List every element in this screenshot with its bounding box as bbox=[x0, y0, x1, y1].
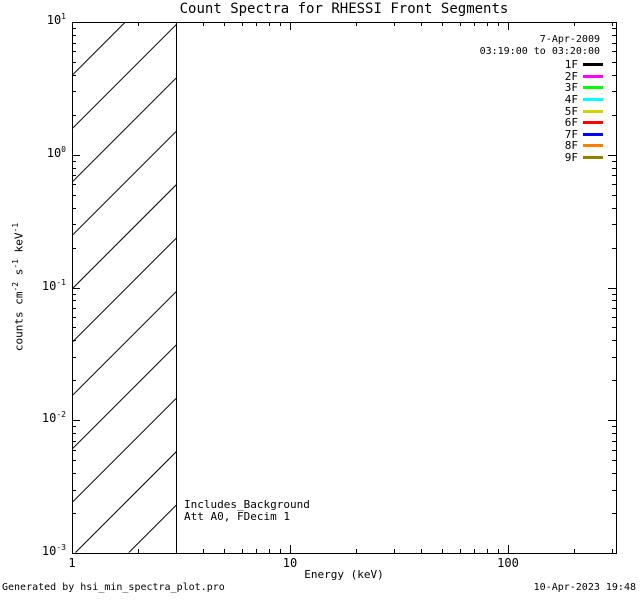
legend-swatch bbox=[583, 74, 603, 78]
legend-swatch bbox=[583, 156, 603, 160]
legend-swatch bbox=[583, 144, 603, 148]
legend-entry-label: 4F bbox=[564, 93, 578, 107]
annotation-line-1: Includes_Background bbox=[184, 498, 310, 511]
legend-entry-label: 5F bbox=[564, 104, 578, 118]
legend-swatch bbox=[583, 109, 603, 113]
x-tick-label: 1 bbox=[68, 556, 76, 570]
legend-entry: 9F bbox=[564, 151, 603, 165]
legend-entry: 6F bbox=[564, 116, 603, 130]
x-tick-label: 10 bbox=[282, 556, 298, 570]
hatch-region bbox=[72, 22, 177, 553]
x-tick-label: 100 bbox=[497, 556, 519, 570]
render-timestamp: 10-Apr-2023 19:48 bbox=[533, 582, 636, 593]
chart-title: Count Spectra for RHESSI Front Segments bbox=[179, 1, 509, 17]
legend-entry: 3F bbox=[564, 81, 603, 95]
generator-credit: Generated by hsi_min_spectra_plot.pro bbox=[2, 582, 225, 593]
annotation-line-2: Att A0, FDecim 1 bbox=[184, 509, 290, 523]
legend-entry: 5F bbox=[564, 104, 603, 118]
legend-entry-label: 9F bbox=[564, 151, 578, 165]
y-tick-label: 10-1 bbox=[41, 277, 66, 293]
y-tick-label: 100 bbox=[46, 144, 66, 160]
legend-entry-label: 1F bbox=[564, 58, 578, 72]
legend-swatch bbox=[583, 86, 603, 90]
legend-entries: 1F 2F 3F 4F 5F 6F 7F 8F 9F bbox=[564, 58, 603, 165]
legend: 7-Apr-2009 03:19:00 to 03:20:00 1F 2F 3F 4F… bbox=[479, 34, 603, 165]
legend-entry-label: 2F bbox=[564, 69, 578, 83]
legend-date: 7-Apr-2009 bbox=[539, 34, 600, 45]
y-axis-label: counts cm-2 s-1 keV-1 bbox=[10, 222, 26, 352]
legend-entry-label: 8F bbox=[564, 139, 578, 153]
x-axis-label: Energy (keV) bbox=[304, 568, 384, 581]
legend-entry-label: 7F bbox=[564, 127, 578, 141]
legend-entry: 2F bbox=[564, 69, 603, 83]
legend-entry: 8F bbox=[564, 139, 603, 153]
legend-entry-label: 6F bbox=[564, 116, 578, 130]
legend-entry: 1F bbox=[564, 58, 603, 72]
legend-entry: 4F bbox=[564, 93, 603, 107]
legend-entry: 7F bbox=[564, 127, 603, 141]
legend-swatch bbox=[583, 98, 603, 102]
plot-annotation: Includes_Background Att A0, FDecim 1 bbox=[184, 499, 310, 522]
legend-time-range: 03:19:00 to 03:20:00 bbox=[479, 45, 600, 57]
legend-swatch bbox=[583, 121, 603, 125]
legend-entry-label: 3F bbox=[564, 81, 578, 95]
y-tick-label: 101 bbox=[46, 12, 66, 28]
y-tick-label: 10-3 bbox=[41, 543, 66, 559]
axis-ticks bbox=[72, 22, 616, 554]
legend-swatch bbox=[583, 63, 603, 67]
legend-swatch bbox=[583, 132, 603, 136]
y-tick-label: 10-2 bbox=[41, 410, 66, 426]
